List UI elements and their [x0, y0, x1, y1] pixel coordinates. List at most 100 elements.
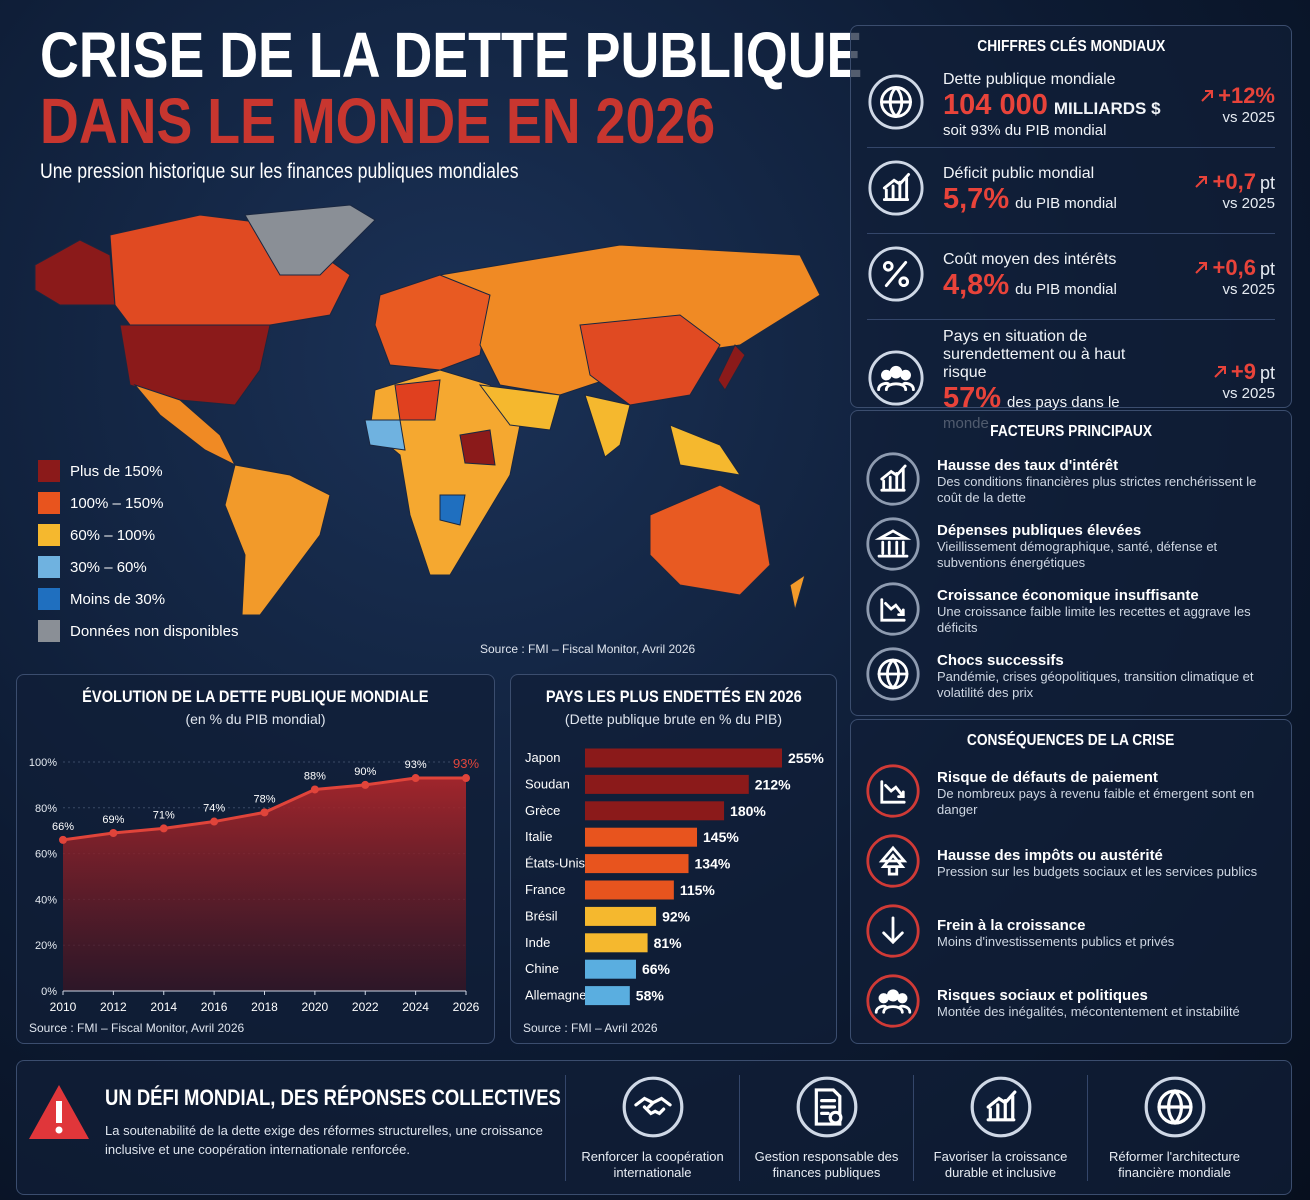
icon-graphic — [796, 1076, 857, 1138]
value-label: 71% — [153, 809, 175, 821]
consequences-item: Risque de défauts de paiement De nombreux… — [865, 758, 1277, 828]
key-figure-value: 104 000 — [943, 88, 1048, 121]
bar — [585, 774, 749, 794]
point — [260, 808, 269, 817]
chart-source: Source : FMI – Avril 2026 — [523, 1021, 658, 1035]
footer-actions: Renforcer la coopération internationale G… — [565, 1075, 1261, 1181]
change-value: +0,7 — [1212, 169, 1256, 194]
icon — [865, 451, 937, 512]
bar — [585, 959, 636, 979]
value-label: 90% — [354, 766, 376, 778]
item-title: Chocs successifs — [937, 652, 1064, 669]
value-label: 74% — [203, 803, 225, 815]
point — [361, 780, 370, 789]
item-title: Risque de défauts de paiement — [937, 768, 1158, 786]
item-body: Hausse des impôts ou austérité Pression s… — [937, 847, 1277, 880]
y-tick-label: 100% — [29, 757, 57, 769]
change-unit: pt — [1259, 173, 1275, 193]
key-figure-value: 4,8% — [943, 269, 1010, 301]
value-label: 92% — [662, 908, 691, 924]
icon — [566, 1075, 739, 1143]
consequences-list: Risque de défauts de paiement De nombreux… — [851, 758, 1291, 1038]
icon — [865, 903, 937, 964]
icon-graphic — [866, 647, 920, 701]
key-figure-unit: du PIB mondial — [1015, 281, 1117, 298]
icon — [865, 516, 937, 577]
map-legend: Plus de 150% 100% – 150% 60% – 100% 30% – 6… — [38, 455, 238, 647]
action-label: Renforcer la coopération internationale — [581, 1149, 724, 1180]
line-chart: 0% 20% 40% 60% 80% 100% 2010 2012 2014 2016 2018 20… — [29, 756, 480, 1014]
factors-item: Chocs successifs Pandémie, crises géopoli… — [865, 644, 1277, 709]
icon — [867, 349, 943, 412]
factors-list: Hausse des taux d'intérêt Des conditions … — [851, 449, 1291, 709]
key-figure-change: +0,6 pt vs 2025 — [1163, 255, 1275, 298]
value-label: 115% — [680, 882, 716, 898]
x-tick-label: 2020 — [302, 1000, 329, 1014]
item-title: Croissance économique insuffisante — [937, 587, 1199, 604]
change-row: +0,7 pt — [1163, 169, 1275, 195]
value-label: 58% — [636, 988, 665, 1004]
item-title: Hausse des taux d'intérêt — [937, 457, 1119, 474]
x-tick-label: 2016 — [201, 1000, 228, 1014]
key-figure-unit: du PIB mondial — [1015, 195, 1117, 212]
bar-chart-panel: PAYS LES PLUS ENDETTÉS EN 2026 (Dette pu… — [510, 674, 837, 1044]
warning-icon — [29, 1085, 89, 1139]
category-label: Soudan — [525, 776, 570, 791]
icon-graphic — [866, 763, 920, 818]
item-body: Chocs successifs Pandémie, crises géopoli… — [937, 652, 1277, 701]
trend-arrow — [1195, 262, 1208, 274]
point — [59, 835, 67, 844]
icon-graphic — [866, 833, 920, 888]
category-label: Japon — [525, 750, 560, 765]
value-label: 212% — [755, 776, 791, 792]
key-figure-value: 5,7% — [943, 183, 1010, 215]
key-figure-main: Pays en situation de surendettement ou à… — [943, 328, 1163, 433]
item-text: Montée des inégalités, mécontentement et… — [937, 1003, 1240, 1019]
icon — [865, 646, 937, 707]
item-text: Une croissance faible limite les recette… — [937, 604, 1251, 635]
key-figure-main: Déficit public mondial 5,7% du PIB mondial — [943, 165, 1163, 216]
countries — [34, 204, 821, 616]
item-title: Risques sociaux et politiques — [937, 986, 1148, 1004]
icon — [865, 581, 937, 642]
value-label: 180% — [730, 803, 766, 819]
trend-arrow — [1201, 90, 1213, 102]
y-tick-label: 80% — [35, 803, 57, 815]
item-title: Hausse des impôts ou austérité — [937, 846, 1163, 864]
key-figure-value-row: 104 000 MILLIARDS $ — [943, 89, 1163, 122]
change-ref: vs 2025 — [1222, 195, 1275, 212]
icon — [1088, 1075, 1261, 1143]
category-label: Brésil — [525, 908, 558, 923]
icon — [865, 833, 937, 894]
chart-title: ÉVOLUTION DE LA DETTE PUBLIQUE MONDIALE — [82, 687, 429, 706]
value-label: 255% — [788, 750, 824, 766]
icon-graphic — [866, 973, 920, 1028]
icon-graphic — [868, 350, 924, 406]
category-label: Inde — [525, 935, 550, 950]
factors-item: Hausse des taux d'intérêt Des conditions … — [865, 449, 1277, 514]
icon-graphic — [866, 517, 920, 571]
factors-item: Croissance économique insuffisante Une cr… — [865, 579, 1277, 644]
value-label: 145% — [703, 829, 739, 845]
bar — [585, 748, 782, 768]
bar — [585, 801, 725, 821]
world-map — [34, 204, 821, 616]
item-text: Vieillissement démographique, santé, déf… — [937, 539, 1218, 570]
legend-label: Moins de 30% — [70, 590, 166, 608]
key-figure-value-row: 5,7% du PIB mondial — [943, 183, 1163, 216]
consequences-panel: CONSÉQUENCES DE LA CRISE Risque de défau… — [850, 719, 1292, 1044]
key-figure-change: +12% vs 2025 — [1163, 83, 1275, 126]
bar-chart: Japon 255% Soudan 212% Grèce 180% Italie 145% Ét… — [525, 748, 824, 1006]
icon-graphic — [868, 246, 924, 302]
key-figure-change: +0,7 pt vs 2025 — [1163, 169, 1275, 212]
icon-graphic — [866, 452, 920, 506]
icon — [867, 73, 943, 136]
chart-title: PAYS LES PLUS ENDETTÉS EN 2026 — [545, 687, 802, 706]
key-figure-value: 57% — [943, 382, 1002, 414]
category-label: Italie — [525, 829, 552, 844]
legend-swatch — [38, 460, 60, 482]
bar — [585, 933, 648, 953]
bar — [585, 986, 630, 1006]
bar — [585, 854, 689, 874]
change-row: +0,6 pt — [1163, 255, 1275, 281]
